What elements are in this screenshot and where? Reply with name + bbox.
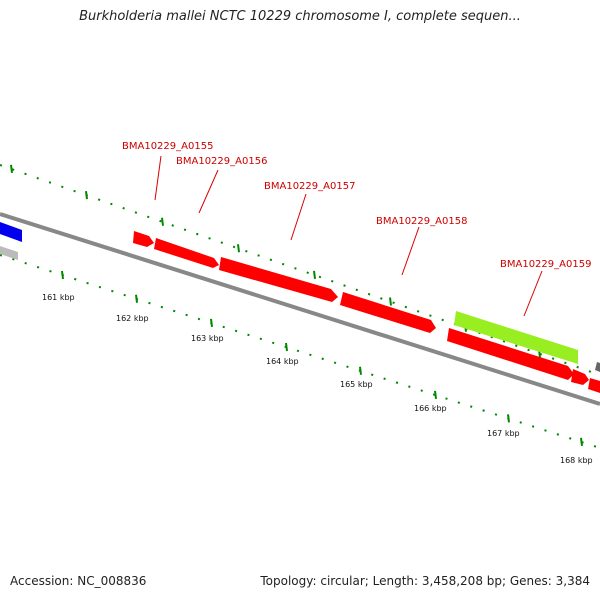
sequence-stats-label: Topology: circular; Length: 3,458,208 bp… — [260, 574, 590, 588]
tick-label-165: 165 kbp — [340, 380, 373, 389]
outer-ruler-major-tick — [85, 190, 88, 200]
accession-label: Accession: NC_008836 — [10, 574, 147, 588]
tick-labels: 161 kbp 162 kbp 163 kbp 164 kbp 165 kbp … — [42, 293, 593, 465]
map-title: Burkholderia mallei NCTC 10229 chromosom… — [79, 9, 521, 24]
inner-ruler-major-tick — [359, 366, 362, 375]
gene-label-a0155[interactable]: BMA10229_A0155 — [122, 141, 213, 152]
gene-callouts: BMA10229_A0155 BMA10229_A0156 BMA10229_A… — [122, 141, 591, 317]
inner-ruler-major-tick — [507, 414, 510, 423]
tick-label-164: 164 kbp — [266, 357, 299, 366]
callout-line-a0159 — [523, 270, 543, 317]
callout-line-a0158 — [401, 226, 420, 276]
outer-ruler-major-tick — [10, 164, 13, 173]
inner-ruler-major-tick — [61, 270, 64, 280]
callout-line-a0157 — [290, 193, 307, 241]
gene-label-a0159[interactable]: BMA10229_A0159 — [500, 259, 591, 270]
lower-strand-gene-a[interactable] — [447, 328, 574, 380]
downstream-gene-red[interactable] — [588, 378, 600, 393]
outer-ruler-major-tick — [389, 297, 392, 306]
gene-feature-a0159[interactable] — [454, 311, 578, 364]
outer-ruler-major-tick — [161, 217, 164, 226]
gene-label-a0156[interactable]: BMA10229_A0156 — [176, 156, 267, 167]
gene-label-a0158[interactable]: BMA10229_A0158 — [376, 216, 467, 227]
outer-ruler-major-tick — [237, 244, 240, 253]
inner-ruler-major-tick — [285, 342, 288, 352]
gene-feature-a0156[interactable] — [154, 238, 219, 268]
lower-strand-gene-b[interactable] — [571, 369, 589, 385]
sequence-backbone — [0, 212, 600, 406]
gene-label-a0157[interactable]: BMA10229_A0157 — [264, 181, 355, 192]
downstream-gene-grey[interactable] — [595, 362, 600, 372]
upstream-gene-grey[interactable] — [0, 246, 18, 260]
inner-dotted-ruler — [0, 254, 600, 449]
inner-ruler-major-tick — [210, 318, 213, 327]
inner-ruler-major-tick — [580, 437, 583, 447]
gene-feature-a0158[interactable] — [340, 292, 436, 333]
tick-label-161: 161 kbp — [42, 293, 75, 302]
callout-line-a0155 — [154, 155, 162, 201]
tick-label-162: 162 kbp — [116, 314, 149, 323]
gene-feature-a0157[interactable] — [219, 257, 338, 302]
outer-dotted-ruler — [0, 164, 600, 376]
tick-label-166: 166 kbp — [414, 404, 447, 413]
tick-label-163: 163 kbp — [191, 334, 224, 343]
inner-ruler-major-tick — [434, 390, 437, 400]
tick-label-167: 167 kbp — [487, 429, 520, 438]
gene-feature-a0155[interactable] — [133, 231, 154, 247]
outer-ruler-major-tick — [313, 270, 316, 280]
tick-marks — [10, 164, 583, 447]
gene-features — [0, 222, 600, 393]
tick-label-168: 168 kbp — [560, 456, 593, 465]
inner-ruler-major-tick — [135, 294, 138, 303]
upstream-gene-blue[interactable] — [0, 222, 22, 242]
callout-line-a0156 — [198, 169, 219, 214]
